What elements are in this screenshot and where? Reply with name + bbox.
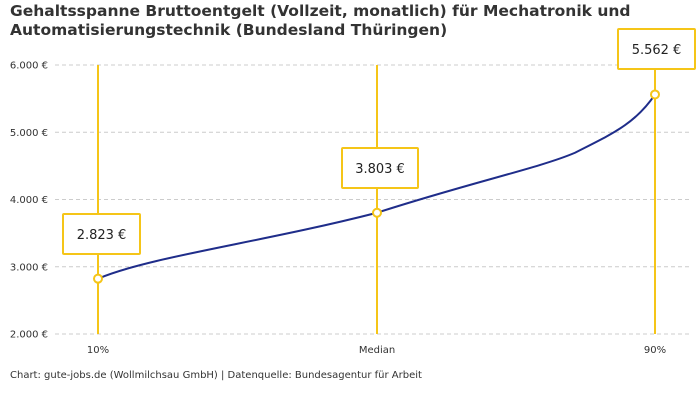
value-label-box [617, 28, 696, 70]
data-point [650, 89, 660, 100]
x-tick-label: 10% [87, 345, 109, 356]
x-tick-label: Median [359, 345, 395, 356]
x-tick-label: 90% [644, 345, 666, 356]
data-label: 5.562 € [632, 43, 682, 58]
y-tick-label: 3.000 € [10, 262, 48, 273]
value-label-box [62, 213, 141, 255]
y-tick-label: 5.000 € [10, 128, 48, 139]
series-line [97, 93, 656, 280]
data-label: 3.803 € [355, 162, 405, 177]
chart-title: Gehaltsspanne Bruttoentgelt (Vollzeit, m… [10, 2, 631, 39]
data-label: 2.823 € [77, 228, 127, 243]
y-tick-label: 6.000 € [10, 61, 48, 72]
y-tick-label: 2.000 € [10, 330, 48, 341]
data-point [93, 273, 103, 284]
y-tick-label: 4.000 € [10, 195, 48, 206]
data-point [372, 207, 382, 218]
value-label-box [341, 147, 419, 189]
chart-footer: Chart: gute-jobs.de (Wollmilchsau GmbH) … [10, 370, 422, 381]
